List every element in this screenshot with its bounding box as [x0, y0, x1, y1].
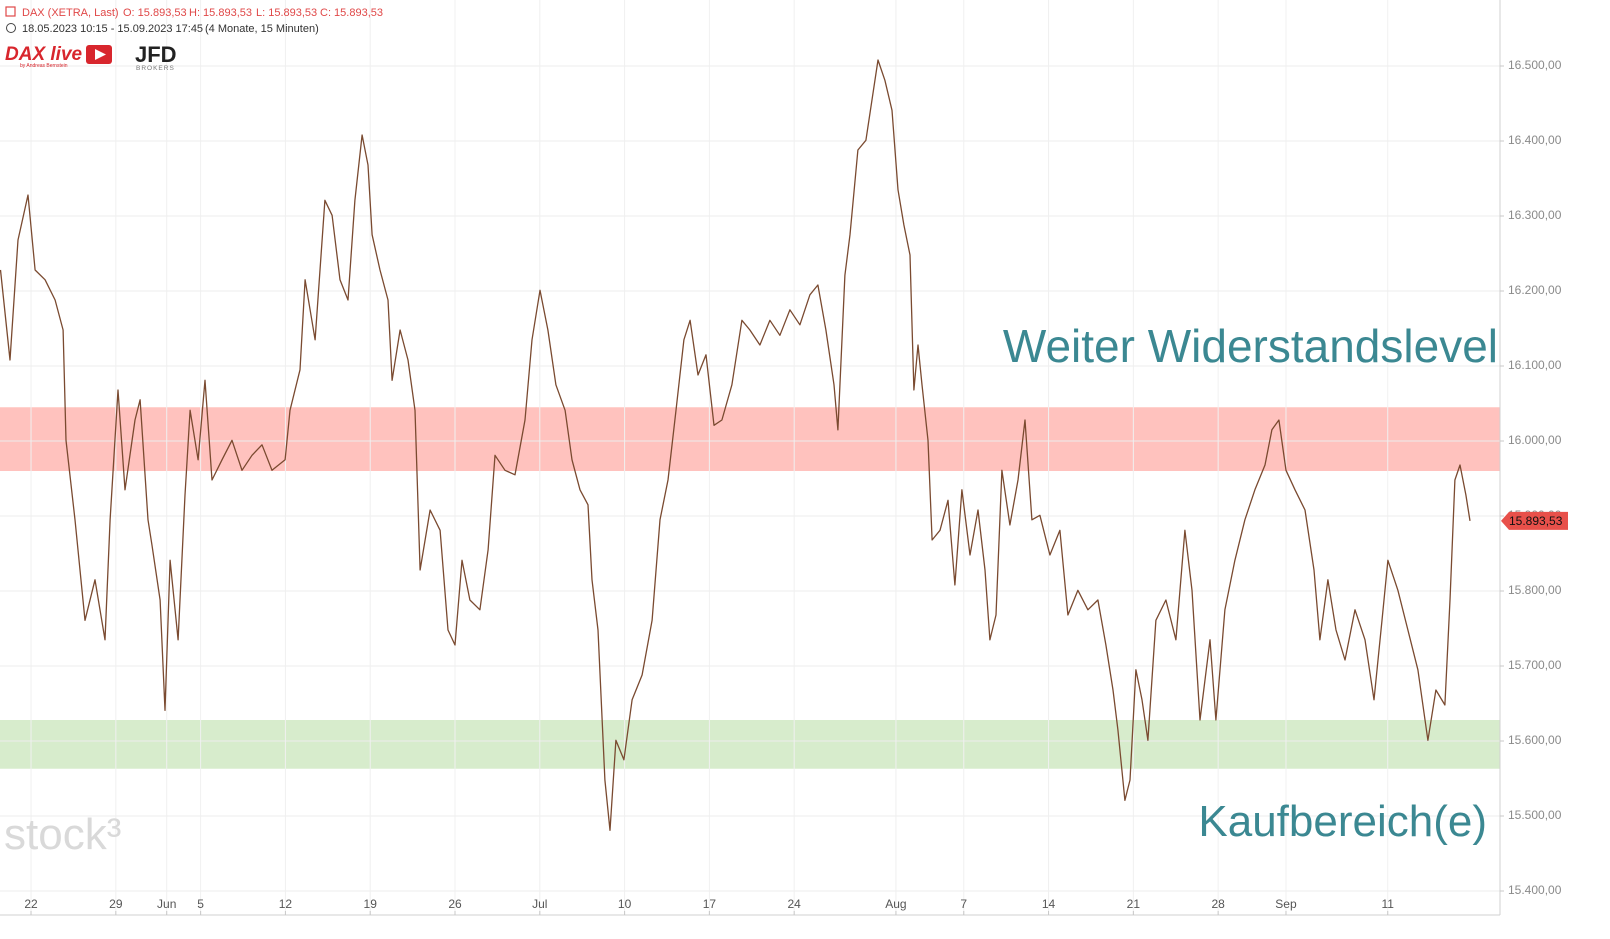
x-tick-label: 7 [960, 897, 967, 911]
zone-label: Weiter Widerstandslevel [1003, 320, 1498, 372]
x-tick-label: 24 [787, 897, 801, 911]
ohlc-low: L: 15.893,53 [256, 7, 317, 19]
x-tick-label: 28 [1211, 897, 1225, 911]
last-price-tag [1501, 511, 1568, 530]
zones [0, 407, 1500, 769]
y-tick-label: 16.200,00 [1508, 283, 1562, 297]
x-tick-label: Jun [157, 897, 176, 911]
y-tick-label: 15.400,00 [1508, 883, 1562, 897]
x-tick-label: 29 [109, 897, 123, 911]
x-tick-label: Jul [532, 897, 547, 911]
y-tick-label: 15.500,00 [1508, 808, 1562, 822]
chart-icon [5, 6, 16, 17]
y-tick-label: 16.000,00 [1508, 433, 1562, 447]
x-tick-label: Aug [885, 897, 906, 911]
x-tick-label: Sep [1275, 897, 1297, 911]
date-range: 18.05.2023 10:15 - 15.09.2023 17:45 [22, 23, 203, 35]
y-tick-label: 15.600,00 [1508, 733, 1562, 747]
zone [0, 720, 1500, 769]
last-price-label: 15.893,53 [1509, 514, 1563, 528]
y-tick-label: 16.100,00 [1508, 358, 1562, 372]
y-tick-label: 16.500,00 [1508, 58, 1562, 72]
axes: 15.400,00 15.500,00 15.600,00 15.700,00 15.8… [24, 58, 1568, 915]
zone-label: Kaufbereich(e) [1198, 797, 1487, 846]
x-tick-label: 21 [1127, 897, 1141, 911]
broker-sub: BROKERS [136, 65, 175, 72]
ohlc-close: C: 15.893,53 [320, 7, 383, 19]
header: DAX (XETRA, Last) O: 15.893,53 H: 15.893… [5, 6, 383, 72]
plot [0, 59, 1471, 831]
x-tick-label: 17 [703, 897, 717, 911]
x-tick-label: 26 [448, 897, 462, 911]
x-tick-label: 10 [618, 897, 632, 911]
logo-play [95, 49, 106, 60]
x-tick-label: 11 [1381, 897, 1394, 911]
y-tick-label: 16.300,00 [1508, 208, 1562, 222]
zone [0, 407, 1500, 471]
period: (4 Monate, 15 Minuten) [205, 23, 319, 35]
x-tick-label: 19 [364, 897, 378, 911]
logo-byline: by Andreas Bernstein [20, 63, 68, 69]
instrument: DAX (XETRA, Last) [22, 7, 119, 19]
x-tick-label: 12 [279, 897, 293, 911]
clock-icon [6, 23, 16, 33]
broker-logo: JFD [135, 42, 177, 67]
ohlc-open: O: 15.893,53 [123, 7, 187, 19]
y-tick-label: 15.700,00 [1508, 658, 1562, 672]
y-tick-label: 16.400,00 [1508, 133, 1562, 147]
x-tick-label: 5 [197, 897, 204, 911]
y-tick-label: 15.800,00 [1508, 583, 1562, 597]
ohlc-high: H: 15.893,53 [189, 7, 252, 19]
grid [0, 0, 1500, 915]
logo-main: DAX live [5, 44, 83, 65]
x-tick-label: 14 [1042, 897, 1056, 911]
price-line [0, 59, 1471, 831]
watermark: stock³ [4, 810, 121, 859]
x-tick-label: 22 [24, 897, 38, 911]
